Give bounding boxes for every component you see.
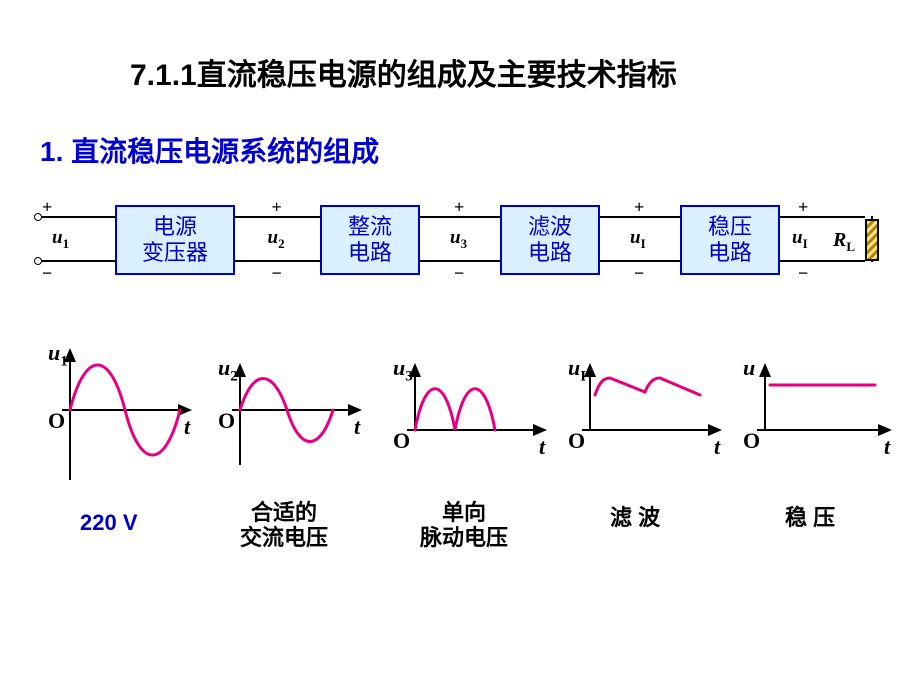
- y-axis-label: uI: [568, 355, 586, 385]
- rload-label: RL: [833, 229, 855, 255]
- waveform-1: u1 Ot 220 V: [40, 340, 195, 550]
- polarity-sign: +: [634, 197, 644, 218]
- t-axis-label: t: [354, 414, 360, 440]
- load-resistor: [865, 219, 879, 261]
- waveform-row: u1Ot220 Vu2Ot合适的交流电压u3Ot单向脉动电压uIOt滤 波uOt…: [30, 340, 900, 500]
- y-axis-label: u1: [48, 340, 68, 370]
- block-line2: 电路: [708, 240, 752, 266]
- waveform-svg: [570, 340, 725, 490]
- waveform-caption: 稳 压: [785, 505, 835, 530]
- sub-title: 1. 直流稳压电源系统的组成: [40, 130, 379, 170]
- polarity-sign: −: [798, 263, 808, 284]
- polarity-sign: −: [42, 263, 52, 284]
- polarity-sign: −: [272, 263, 282, 284]
- block-line1: 滤波: [528, 214, 572, 240]
- signal-label: uI: [792, 227, 808, 252]
- block-line1: 稳压: [708, 214, 752, 240]
- main-title: 7.1.1直流稳压电源的组成及主要技术指标: [130, 50, 677, 94]
- block-1: 电源变压器: [115, 205, 235, 275]
- wire: [780, 216, 865, 218]
- waveform-3: u3 Ot 单向脉动电压: [390, 340, 550, 550]
- t-axis-label: t: [884, 434, 890, 460]
- y-axis-label: u2: [218, 355, 238, 385]
- wire: [871, 261, 873, 262]
- waveform-svg: [745, 340, 895, 490]
- t-axis-label: t: [539, 434, 545, 460]
- signal-label: uI: [630, 227, 646, 252]
- polarity-sign: +: [42, 197, 52, 218]
- polarity-sign: +: [798, 197, 808, 218]
- waveform-svg: [215, 340, 370, 490]
- t-axis-label: t: [714, 434, 720, 460]
- wire: [871, 216, 873, 220]
- polarity-sign: +: [454, 197, 464, 218]
- y-axis-label: u: [743, 355, 755, 381]
- block-4: 稳压电路: [680, 205, 780, 275]
- wire: [780, 260, 865, 262]
- terminal: [34, 257, 42, 265]
- block-line2: 变压器: [142, 240, 208, 266]
- origin-label: O: [218, 408, 235, 434]
- signal-label: u1: [52, 227, 69, 252]
- wire: [235, 260, 320, 262]
- waveform-5: u Ot 稳 压: [745, 340, 895, 550]
- waveform-caption: 单向脉动电压: [420, 500, 508, 551]
- waveform-2: u2 Ot 合适的交流电压: [215, 340, 370, 550]
- t-axis-label: t: [184, 414, 190, 440]
- terminal: [34, 213, 42, 221]
- wire: [420, 260, 500, 262]
- block-2: 整流电路: [320, 205, 420, 275]
- waveform-caption: 滤 波: [610, 505, 660, 530]
- waveform-4: uI Ot 滤 波: [570, 340, 725, 550]
- block-line1: 整流: [348, 214, 392, 240]
- polarity-sign: −: [634, 263, 644, 284]
- block-line2: 电路: [348, 240, 392, 266]
- origin-label: O: [743, 428, 760, 454]
- signal-label: u3: [450, 227, 467, 252]
- origin-label: O: [568, 428, 585, 454]
- polarity-sign: −: [454, 263, 464, 284]
- polarity-sign: +: [272, 197, 282, 218]
- waveform-svg: [390, 340, 550, 490]
- waveform-caption: 220 V: [80, 510, 138, 535]
- block-diagram: +−u1+−u2+−u3+−uI+−uIRL电源变压器整流电路滤波电路稳压电路: [30, 195, 900, 295]
- y-axis-label: u3: [393, 355, 413, 385]
- origin-label: O: [393, 428, 410, 454]
- origin-label: O: [48, 408, 65, 434]
- waveform-caption: 合适的交流电压: [240, 500, 328, 551]
- block-3: 滤波电路: [500, 205, 600, 275]
- signal-label: u2: [268, 227, 285, 252]
- wire: [600, 260, 680, 262]
- wire: [42, 260, 115, 262]
- block-line1: 电源: [153, 214, 197, 240]
- wire: [42, 216, 115, 218]
- block-line2: 电路: [528, 240, 572, 266]
